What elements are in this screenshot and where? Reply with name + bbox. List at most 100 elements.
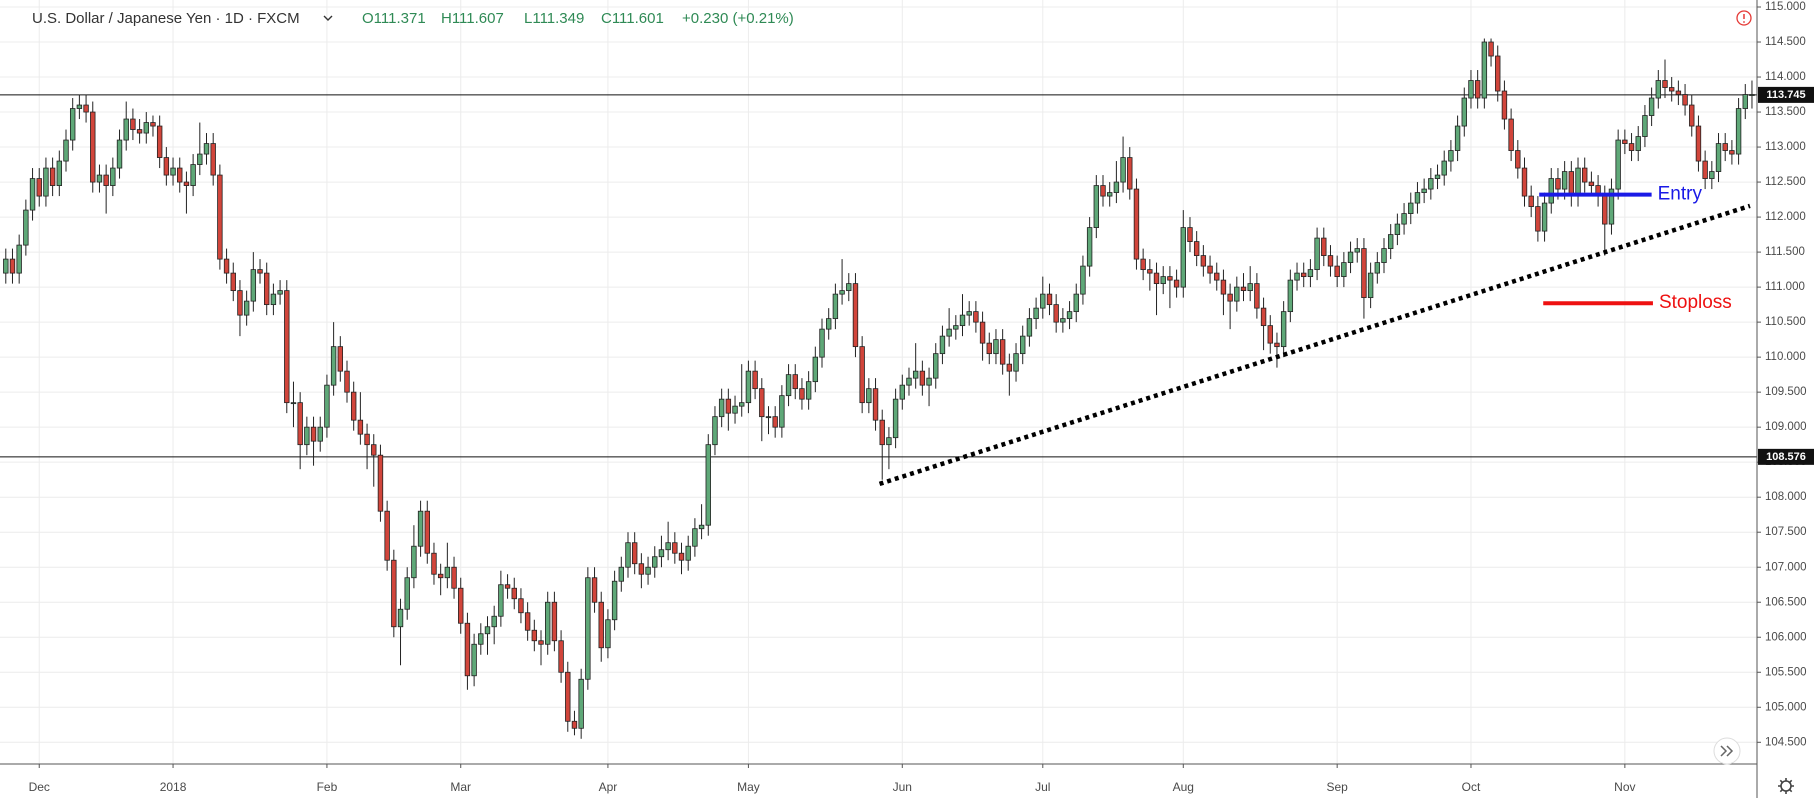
candle-body [1615, 139, 1621, 190]
candle-body [23, 209, 29, 246]
y-tick-label: 105.500 [1765, 666, 1807, 678]
candle-body [1642, 115, 1648, 137]
candle-body [1193, 241, 1200, 257]
candle-body [136, 129, 143, 134]
candle-body [177, 167, 183, 183]
candle-body [1394, 223, 1401, 235]
candle-body [1260, 307, 1267, 327]
candle-body [1167, 276, 1173, 281]
plot: Entry Stoploss [0, 38, 1757, 739]
candle-body [404, 577, 410, 610]
candle-body [484, 626, 491, 635]
candle-body [471, 643, 477, 677]
candle-body [1100, 185, 1106, 197]
candle-body [946, 328, 952, 337]
candle-body [792, 374, 798, 390]
candle-body [558, 640, 564, 673]
candle-body [1361, 248, 1367, 299]
candle-body [879, 419, 885, 446]
candle-body [1287, 279, 1294, 313]
y-tick-label: 111.000 [1765, 281, 1805, 293]
candle-body [1662, 80, 1668, 88]
legend-item: H111.607 [441, 10, 504, 27]
candle-body [866, 388, 872, 404]
candle-body [645, 566, 651, 575]
y-tick-label: 109.500 [1765, 386, 1807, 398]
candle-body [652, 556, 658, 568]
candle-body [524, 612, 531, 631]
candle-body [1240, 286, 1247, 292]
y-tick-label: 106.500 [1765, 596, 1807, 608]
candle-body [1461, 97, 1467, 127]
candle-body [725, 398, 732, 414]
candle-body [1106, 192, 1113, 197]
candle-body [1602, 195, 1608, 225]
candle-body [1689, 104, 1695, 127]
candle-body [859, 346, 865, 404]
candle-body [1173, 279, 1180, 288]
candle-body [1521, 167, 1528, 197]
candle-body [270, 293, 277, 306]
candle-body [156, 125, 163, 158]
candle-body [371, 444, 377, 456]
candle-body [819, 328, 825, 358]
symbol-dropdown[interactable] [323, 15, 333, 21]
candle-body [1180, 227, 1186, 288]
ohlc-legend: O111.371 H111.607 L111.349 C111.601 +0.230 (… [362, 10, 794, 27]
candle-body [1321, 237, 1327, 257]
candle-body [96, 174, 103, 183]
candle-body [411, 545, 417, 579]
candle-body [43, 167, 49, 197]
candle-body [846, 283, 852, 292]
candle-body [1635, 136, 1641, 151]
candle-body [665, 542, 671, 551]
candle-body [1053, 304, 1059, 323]
candle-body [1568, 171, 1575, 197]
y-tick-label: 113.000 [1765, 141, 1806, 153]
candle-body [284, 290, 290, 404]
candle-body [658, 549, 665, 558]
candle-body [1561, 171, 1568, 190]
candle-body [1401, 213, 1407, 225]
candle-body [29, 178, 36, 211]
candle-body [83, 104, 89, 113]
candle-body [912, 370, 919, 379]
candle-body [458, 587, 464, 624]
candle-body [779, 395, 785, 428]
candle-body [1742, 94, 1748, 109]
candle-body [504, 584, 511, 589]
candle-body [444, 566, 451, 579]
candle-body [1153, 272, 1160, 285]
candle-body [1207, 265, 1213, 274]
candle-body [1160, 276, 1166, 285]
candle-body [257, 269, 263, 274]
candle-body [638, 563, 645, 575]
stoploss-label: Stoploss [1659, 292, 1732, 313]
settings-button[interactable] [1778, 778, 1794, 794]
candle-body [1093, 185, 1100, 228]
candle-body [1327, 255, 1334, 267]
candle-body [437, 573, 444, 579]
y-tick-label: 115.000 [1765, 1, 1806, 13]
candle-body [1314, 237, 1320, 271]
x-tick-label: Nov [1614, 780, 1635, 794]
alert-icon[interactable] [1736, 10, 1752, 26]
candle-body [377, 454, 384, 512]
candle-body [973, 311, 979, 323]
candle-body [1608, 188, 1615, 225]
candle-body [759, 388, 765, 418]
x-tick-label: Feb [317, 780, 338, 794]
candle-body [337, 346, 344, 372]
candle-body [1428, 178, 1434, 190]
candle-body [1280, 311, 1287, 348]
candle-body [1013, 353, 1019, 372]
candle-body [805, 381, 812, 400]
legend-item: C111.601 [601, 10, 664, 27]
candle-body [1060, 318, 1066, 323]
y-tick-label: 112.000 [1765, 211, 1806, 223]
candle-body [424, 510, 430, 554]
scroll-to-end-button[interactable] [1713, 737, 1741, 765]
candle-body [712, 416, 718, 446]
candle-body [1548, 178, 1554, 204]
candle-body [906, 377, 912, 386]
